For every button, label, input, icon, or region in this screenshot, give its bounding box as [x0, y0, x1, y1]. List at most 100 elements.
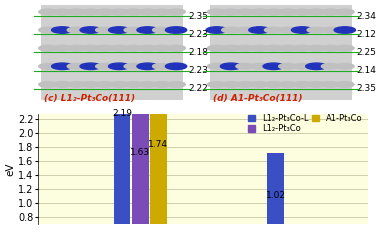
Text: 2.34: 2.34	[356, 12, 376, 21]
Circle shape	[306, 63, 327, 70]
Circle shape	[279, 27, 297, 33]
Circle shape	[82, 9, 100, 15]
Circle shape	[67, 82, 86, 87]
Circle shape	[80, 63, 102, 70]
Bar	[210, 5, 352, 100]
Circle shape	[222, 9, 240, 15]
Circle shape	[293, 45, 311, 51]
Circle shape	[165, 63, 187, 70]
Circle shape	[137, 63, 158, 70]
Circle shape	[249, 27, 270, 33]
Circle shape	[264, 9, 283, 15]
Circle shape	[124, 27, 143, 33]
Circle shape	[250, 63, 269, 69]
Circle shape	[124, 82, 143, 87]
Circle shape	[279, 82, 297, 87]
Circle shape	[39, 45, 57, 51]
Circle shape	[153, 45, 171, 51]
Text: (d) A1-Pt₃Co(111): (d) A1-Pt₃Co(111)	[213, 94, 302, 103]
Legend: L1₂-Pt₃Co-L, L1₂-Pt₃Co, A1-Pt₃Co: L1₂-Pt₃Co-L, L1₂-Pt₃Co, A1-Pt₃Co	[246, 112, 364, 135]
Circle shape	[222, 82, 240, 87]
Circle shape	[138, 82, 157, 87]
Bar	[267, 153, 284, 224]
Circle shape	[321, 9, 340, 15]
Circle shape	[250, 82, 269, 87]
Circle shape	[96, 27, 114, 33]
Text: 2.18: 2.18	[188, 48, 208, 57]
Circle shape	[222, 45, 240, 51]
Circle shape	[124, 45, 143, 51]
Circle shape	[307, 45, 326, 51]
Circle shape	[263, 63, 284, 70]
Circle shape	[82, 82, 100, 87]
Circle shape	[110, 82, 129, 87]
Text: 2.14: 2.14	[356, 66, 376, 75]
Circle shape	[110, 45, 129, 51]
Circle shape	[222, 27, 240, 33]
Circle shape	[109, 63, 130, 70]
Circle shape	[236, 27, 255, 33]
Bar	[114, 71, 130, 224]
Circle shape	[335, 45, 354, 51]
Text: (c) L1₂-Pt₃Co(111): (c) L1₂-Pt₃Co(111)	[44, 94, 135, 103]
Circle shape	[96, 82, 114, 87]
Circle shape	[109, 27, 130, 33]
Circle shape	[293, 82, 311, 87]
Circle shape	[39, 82, 57, 87]
Text: 2.22: 2.22	[188, 84, 208, 93]
Circle shape	[208, 63, 226, 69]
Circle shape	[321, 27, 340, 33]
Circle shape	[153, 27, 171, 33]
Circle shape	[124, 63, 143, 69]
Text: 1.63: 1.63	[130, 148, 150, 157]
Text: 2.19: 2.19	[112, 109, 132, 118]
Circle shape	[220, 63, 242, 70]
Text: 2.35: 2.35	[356, 84, 376, 93]
Circle shape	[279, 63, 297, 69]
Circle shape	[96, 45, 114, 51]
Circle shape	[167, 45, 185, 51]
Circle shape	[53, 45, 71, 51]
Circle shape	[67, 27, 86, 33]
Y-axis label: eV: eV	[5, 162, 15, 176]
Circle shape	[153, 63, 171, 69]
Circle shape	[110, 9, 129, 15]
Circle shape	[307, 82, 326, 87]
Circle shape	[208, 9, 226, 15]
Circle shape	[67, 63, 86, 69]
Circle shape	[279, 45, 297, 51]
Circle shape	[80, 27, 102, 33]
Circle shape	[153, 82, 171, 87]
Circle shape	[236, 63, 255, 69]
Circle shape	[124, 9, 143, 15]
Circle shape	[264, 82, 283, 87]
Circle shape	[264, 27, 283, 33]
Bar	[150, 102, 167, 224]
Bar	[132, 110, 149, 224]
Circle shape	[53, 82, 71, 87]
Circle shape	[52, 27, 73, 33]
Circle shape	[53, 9, 71, 15]
Circle shape	[291, 27, 313, 33]
Circle shape	[335, 82, 354, 87]
Circle shape	[321, 45, 340, 51]
Circle shape	[67, 45, 86, 51]
Circle shape	[236, 9, 255, 15]
Circle shape	[206, 27, 227, 33]
Circle shape	[293, 63, 311, 69]
Circle shape	[250, 45, 269, 51]
Circle shape	[167, 82, 185, 87]
Text: 2.23: 2.23	[188, 66, 208, 75]
Circle shape	[236, 82, 255, 87]
Circle shape	[96, 9, 114, 15]
Circle shape	[279, 9, 297, 15]
Circle shape	[96, 63, 114, 69]
Circle shape	[335, 63, 354, 69]
Circle shape	[307, 9, 326, 15]
Text: 2.25: 2.25	[356, 48, 376, 57]
Circle shape	[208, 82, 226, 87]
Circle shape	[321, 82, 340, 87]
Text: 2.23: 2.23	[188, 30, 208, 39]
Circle shape	[236, 45, 255, 51]
Circle shape	[307, 27, 326, 33]
